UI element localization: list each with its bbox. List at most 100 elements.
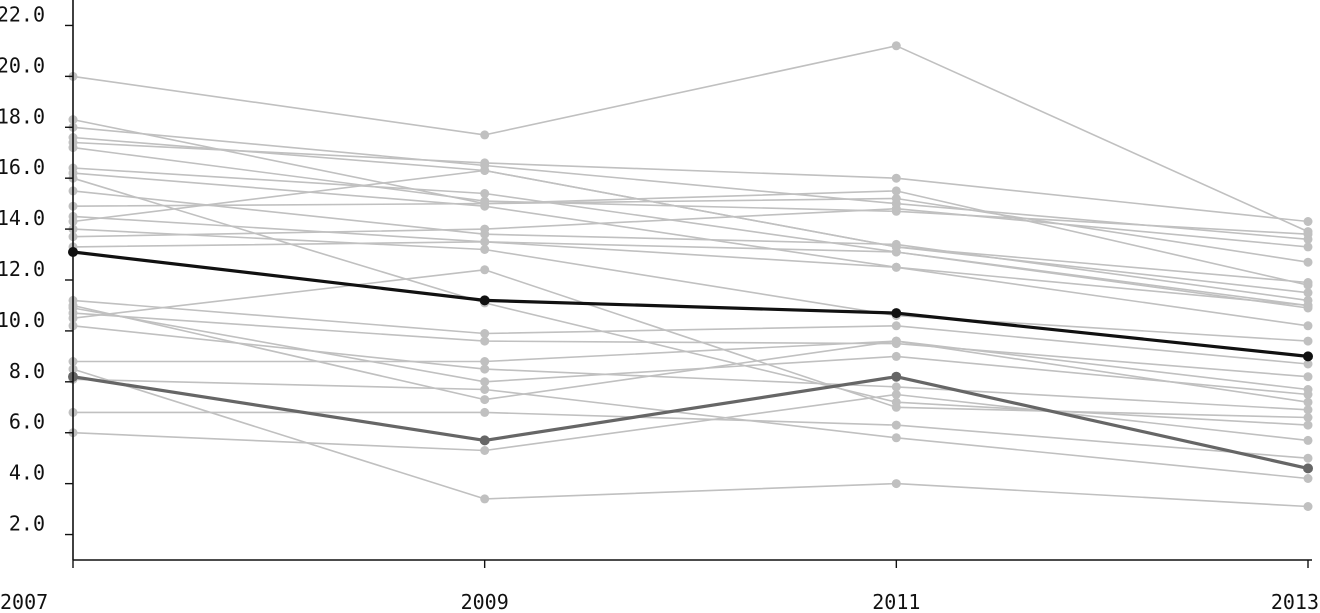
y-tick-label: 20.0 (0, 53, 45, 77)
data-point (1303, 359, 1313, 369)
series-21 (68, 265, 1313, 422)
y-tick-label: 4.0 (9, 461, 45, 485)
series-line (72, 136, 1309, 294)
data-point (1303, 413, 1313, 422)
data-point (1303, 502, 1313, 511)
data-point (1303, 242, 1313, 252)
data-point (891, 186, 901, 196)
data-point (891, 351, 901, 361)
y-tick-label: 22.0 (0, 2, 45, 26)
data-point (480, 166, 490, 175)
data-point (891, 204, 901, 214)
series-line (72, 250, 1309, 358)
series-25 (68, 374, 1313, 483)
data-point (1303, 336, 1313, 346)
y-tick-label: 10.0 (0, 308, 45, 332)
series-line (73, 411, 1309, 459)
series-line (72, 375, 1309, 470)
data-point (891, 390, 901, 399)
data-point (480, 357, 490, 366)
data-point (479, 295, 490, 306)
series-line (72, 177, 1309, 426)
data-point (1303, 372, 1313, 382)
data-point (1303, 385, 1313, 394)
series-line (72, 146, 1309, 235)
series-9 (68, 173, 1313, 430)
series-5 (68, 138, 1313, 226)
data-point (480, 158, 490, 168)
data-point (891, 382, 901, 392)
data-point (891, 41, 901, 51)
data-point (480, 494, 490, 504)
series-line (72, 126, 1309, 241)
x-tick-label: 2011 (872, 590, 920, 613)
data-point (891, 433, 901, 443)
series-line (72, 268, 1309, 419)
data-point (479, 435, 490, 446)
data-point (891, 262, 901, 272)
data-point (1303, 435, 1313, 445)
series-line (72, 304, 1309, 403)
series-line (72, 167, 1309, 309)
data-point (1303, 288, 1313, 298)
data-point (480, 407, 490, 417)
data-point (480, 224, 490, 234)
series-18 (68, 301, 1313, 407)
axes-group (65, 0, 1312, 568)
series-line (72, 378, 1309, 480)
y-tick-label: 6.0 (9, 410, 45, 434)
series-28 (68, 247, 1313, 362)
y-tick-label: 8.0 (9, 359, 45, 383)
data-point (1303, 217, 1313, 226)
series-line (72, 44, 1309, 233)
data-point (891, 173, 901, 183)
series-line (72, 312, 1309, 378)
series-line (72, 307, 1309, 396)
series-line (72, 172, 1309, 307)
data-point (480, 336, 490, 346)
data-point (1303, 229, 1313, 239)
data-point (891, 479, 901, 489)
series-22 (68, 321, 1313, 415)
data-point (1303, 397, 1313, 407)
data-point (480, 385, 490, 394)
series-line (72, 393, 1309, 452)
data-point (480, 446, 490, 455)
series-line (72, 118, 1309, 286)
data-point (480, 245, 490, 254)
y-tick-label: 18.0 (0, 104, 45, 128)
data-point (891, 308, 902, 319)
data-point (480, 377, 490, 387)
data-point (1303, 474, 1313, 483)
data-point (480, 329, 490, 338)
data-point (480, 199, 490, 209)
x-tick-label: 2009 (461, 590, 509, 613)
series-line (72, 190, 1309, 302)
data-point (891, 371, 902, 382)
series-26 (68, 407, 1313, 463)
data-point (1303, 463, 1313, 474)
data-point (891, 321, 901, 331)
data-point (891, 247, 901, 257)
series-line (72, 197, 1309, 263)
data-point (891, 194, 901, 203)
data-point (480, 364, 490, 374)
data-point (1303, 257, 1313, 267)
data-point (1303, 301, 1313, 310)
highlight-series-group (68, 247, 1313, 474)
data-point (891, 420, 901, 430)
x-tick-label: 2007 (0, 590, 48, 613)
y-tick-label: 16.0 (0, 155, 45, 179)
series-line (72, 228, 1309, 342)
series-10 (68, 186, 1313, 305)
data-point (480, 395, 490, 405)
series-line (72, 325, 1309, 411)
series-27 (68, 390, 1313, 455)
series-line (72, 169, 1309, 284)
series-line (73, 340, 1309, 391)
y-tick-label: 12.0 (0, 257, 45, 281)
series-line (72, 241, 1309, 307)
series-24 (68, 364, 1313, 511)
